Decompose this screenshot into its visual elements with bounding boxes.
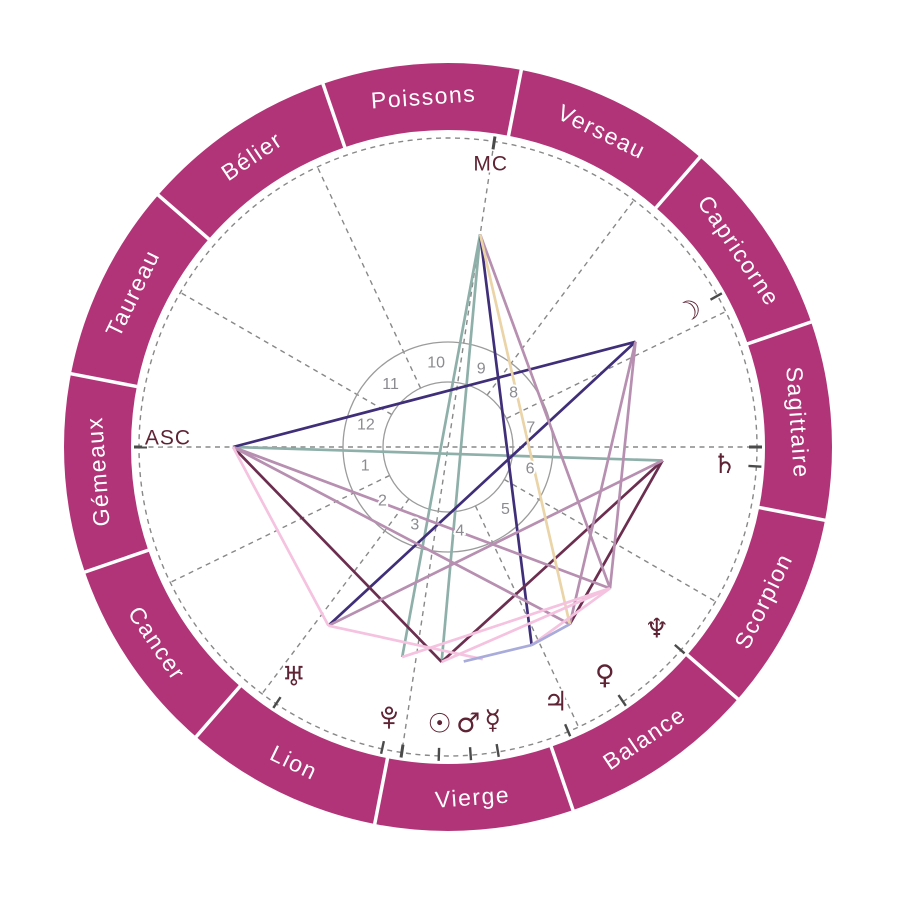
house-cusp-line — [506, 310, 727, 420]
house-number-2: 2 — [378, 493, 387, 510]
sign-divider — [548, 743, 576, 814]
rim-tick-neptune — [674, 643, 686, 655]
aspect-line-uranus-mercury — [328, 624, 484, 661]
house-cusp-line — [486, 199, 635, 396]
house-ring-inner-circle — [382, 381, 514, 513]
planet-glyph-pluto — [381, 706, 397, 729]
aspect-line-mc-neptune — [478, 233, 612, 589]
aspect-line-venus-jupiter — [531, 623, 571, 647]
aspect-line-moon-neptune — [608, 341, 637, 589]
planet-glyph-mercury: ☿ — [484, 705, 501, 736]
planet-glyph-uranus: ♅ — [282, 662, 306, 693]
aspect-line-jupiter-neptune — [530, 587, 611, 647]
house-number-3: 3 — [410, 517, 419, 534]
planet-glyph-mars: ♂ — [456, 708, 480, 739]
planet-glyph-moon: ☽ — [672, 292, 708, 331]
house-number-5: 5 — [501, 501, 510, 518]
planet-glyph-saturn: ♄ — [712, 449, 736, 480]
aspect-line-asc-sun — [232, 446, 443, 663]
aspect-line-asc-neptune — [232, 445, 611, 590]
aspect-line-mc-venus — [478, 234, 572, 625]
rim-tick-venus — [617, 694, 627, 707]
aspect-line-sun-neptune — [441, 587, 611, 664]
sign-divider — [506, 66, 524, 140]
zodiac-ring — [64, 63, 832, 831]
sign-divider — [81, 547, 152, 575]
house-number-12: 12 — [357, 417, 375, 434]
sign-divider — [372, 754, 390, 828]
sign-divider — [192, 682, 244, 741]
house-cusp-line — [261, 498, 410, 695]
house-cusp-line — [316, 166, 422, 389]
house-ring-outer-circle — [342, 341, 554, 553]
house-number-6: 6 — [526, 460, 535, 477]
sign-divider — [67, 371, 141, 389]
sign-divider — [154, 191, 213, 243]
aspect-line-asc-uranus — [231, 446, 330, 627]
house-number-11: 11 — [382, 376, 399, 393]
house-cusp-line — [180, 291, 393, 416]
aspect-line-moon-uranus — [327, 340, 637, 627]
sign-divider — [652, 153, 704, 212]
planet-glyph-jupiter: ♃ — [544, 687, 568, 718]
sign-divider — [683, 651, 742, 703]
aspect-line-asc-saturn — [232, 445, 663, 462]
planet-glyph-venus: ♀ — [595, 660, 615, 691]
aspect-line-moon-venus — [568, 341, 637, 625]
aspect-line-neptune-pluto — [401, 587, 611, 659]
rim-tick-mercury — [495, 743, 500, 758]
sign-divider — [755, 505, 829, 523]
rim-tick-uranus — [272, 696, 282, 709]
aspect-line-mc-pluto — [400, 234, 482, 658]
rim-tick-saturn — [748, 464, 762, 468]
house-cusp-line — [474, 505, 580, 728]
rim-tick-mc-opposite — [399, 744, 405, 758]
house-number-1: 1 — [361, 458, 370, 475]
aspect-line-jupiter-mars — [463, 643, 532, 663]
aspect-line-sun-saturn — [440, 459, 664, 663]
rim-tick-jupiter — [564, 723, 572, 737]
rim-tick-moon — [709, 292, 723, 301]
house-number-10: 10 — [427, 354, 445, 371]
axis-label-asc: ASC — [145, 427, 191, 450]
planet-glyph-neptune: ♆ — [645, 614, 669, 645]
house-cusp-line — [503, 478, 716, 603]
aspect-line-asc-venus — [232, 445, 571, 626]
sign-divider — [744, 319, 815, 347]
aspect-line-asc-moon — [232, 340, 636, 449]
aspect-line-mc-sun — [440, 234, 482, 663]
planet-glyph-sun: ☉ — [428, 708, 452, 739]
axis-label-mc: MC — [473, 153, 508, 176]
house-number-9: 9 — [477, 360, 486, 377]
house-number-7: 7 — [526, 419, 535, 436]
house-number-8: 8 — [509, 384, 518, 401]
aspect-line-mc-jupiter — [478, 234, 534, 646]
house-number-4: 4 — [455, 523, 464, 540]
sign-label-vierge: Vierge — [434, 782, 511, 813]
house-cusp-line — [169, 474, 390, 584]
rim-tick-pluto — [379, 740, 386, 755]
rim-tick-mc — [491, 136, 497, 150]
aspect-line-saturn-uranus — [327, 459, 664, 627]
sign-divider — [320, 80, 348, 151]
rim-tick-mars — [468, 747, 473, 761]
